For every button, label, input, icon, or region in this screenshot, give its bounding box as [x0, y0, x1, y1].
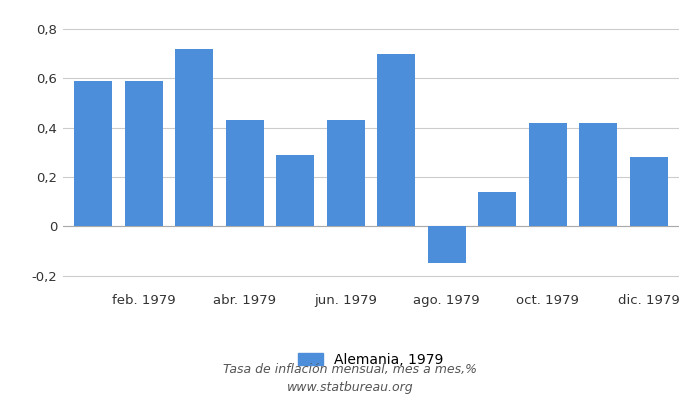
Bar	[580, 123, 617, 226]
Bar	[175, 49, 214, 226]
Text: Tasa de inflación mensual, mes a mes,%: Tasa de inflación mensual, mes a mes,%	[223, 364, 477, 376]
Legend: Alemania, 1979: Alemania, 1979	[298, 353, 444, 367]
Bar	[428, 226, 466, 263]
Bar	[327, 120, 365, 226]
Text: www.statbureau.org: www.statbureau.org	[287, 382, 413, 394]
Bar	[276, 155, 314, 226]
Bar	[226, 120, 264, 226]
Bar	[377, 54, 415, 226]
Bar	[74, 81, 112, 226]
Bar	[478, 192, 516, 226]
Bar	[528, 123, 567, 226]
Bar	[125, 81, 162, 226]
Bar	[630, 157, 668, 226]
